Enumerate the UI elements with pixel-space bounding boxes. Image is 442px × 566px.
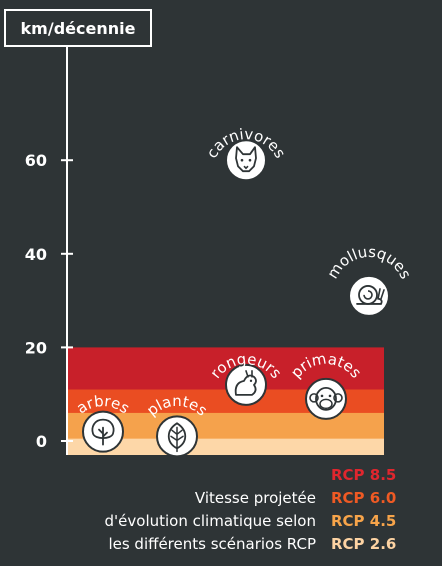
y-tick-label: 20	[25, 338, 47, 357]
point-marker	[348, 274, 390, 317]
rodent-icon	[234, 370, 257, 396]
point-mollusques: mollusques	[323, 243, 415, 317]
tree-icon	[91, 418, 115, 446]
leaf-icon	[167, 422, 187, 453]
rcp-label-6-0: RCP 6.0	[331, 489, 396, 507]
caption-line-2: d'évolution climatique selon	[105, 512, 316, 530]
legend: Vitesse projetée d'évolution climatique …	[105, 466, 397, 553]
rcp-label-4-5: RCP 4.5	[331, 512, 396, 530]
y-ticks: 0 20 40 60	[25, 151, 73, 451]
rcp-label-8-5: RCP 8.5	[331, 466, 396, 484]
caption-line-1: Vitesse projetée	[195, 489, 316, 507]
y-tick-label: 40	[25, 245, 47, 264]
unit-label: km/décennie	[21, 19, 136, 38]
monkey-icon	[309, 386, 343, 411]
fox-icon	[235, 146, 257, 173]
caption-line-3: les différents scénarios RCP	[108, 535, 316, 553]
unit-box: km/décennie	[4, 9, 152, 47]
y-tick-label: 0	[36, 432, 47, 451]
snail-icon	[356, 285, 385, 305]
point-carnivores: carnivores	[203, 125, 289, 182]
y-tick-label: 60	[25, 151, 47, 170]
rcp-label-2-6: RCP 2.6	[331, 535, 396, 553]
rcp-band-26	[67, 438, 384, 455]
